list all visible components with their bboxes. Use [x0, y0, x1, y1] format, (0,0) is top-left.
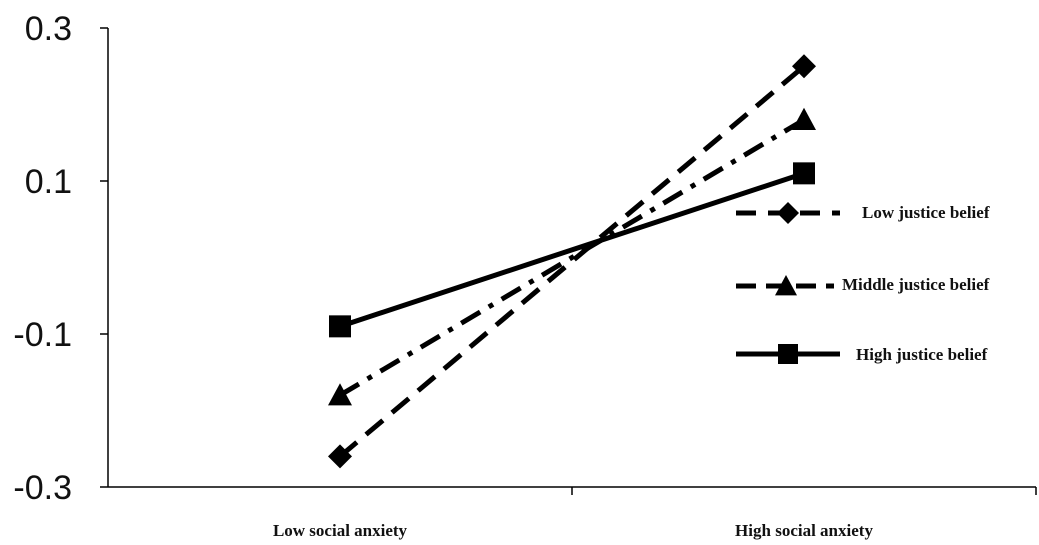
y-tick-label: 0.3 [25, 10, 72, 48]
legend-label: High justice belief [856, 345, 988, 364]
legend-diamond-marker [777, 202, 799, 224]
series-line [339, 170, 805, 329]
legend-triangle-marker [775, 275, 797, 296]
data-point-square [793, 162, 815, 185]
y-tick-label: 0.1 [25, 163, 72, 201]
legend-label: Middle justice belief [842, 275, 990, 294]
x-category-label: Low social anxiety [273, 521, 408, 540]
legend-square-marker [778, 344, 798, 364]
series-line [338, 64, 806, 459]
data-point-diamond [328, 444, 352, 469]
data-point-square [329, 315, 351, 338]
legend-item-middle-justice-belief: Middle justice belief [736, 275, 990, 296]
y-ticks: 0.3 0.1 -0.1 -0.3 [13, 10, 108, 507]
legend-label: Low justice belief [862, 203, 990, 222]
legend-item-low-justice-belief: Low justice belief [736, 202, 990, 224]
triangle-marker [775, 275, 797, 296]
data-point-triangle [792, 107, 816, 130]
y-tick-label: -0.1 [13, 316, 72, 354]
series-low-justice-belief [328, 54, 816, 469]
series-line [338, 117, 806, 398]
x-ticks: Low social anxiety High social anxiety [273, 487, 1037, 540]
data-point-triangle [328, 383, 352, 406]
data-point-diamond [792, 54, 816, 79]
y-tick-label: -0.3 [13, 469, 72, 507]
x-category-label: High social anxiety [735, 521, 873, 540]
square-marker [778, 344, 798, 364]
legend: Low justice belief Middle justice belief… [736, 202, 990, 364]
series-middle-justice-belief [328, 107, 816, 406]
diamond-marker [777, 202, 799, 224]
legend-item-high-justice-belief: High justice belief [736, 344, 988, 364]
series-high-justice-belief [329, 162, 815, 338]
series-layer [328, 54, 816, 469]
